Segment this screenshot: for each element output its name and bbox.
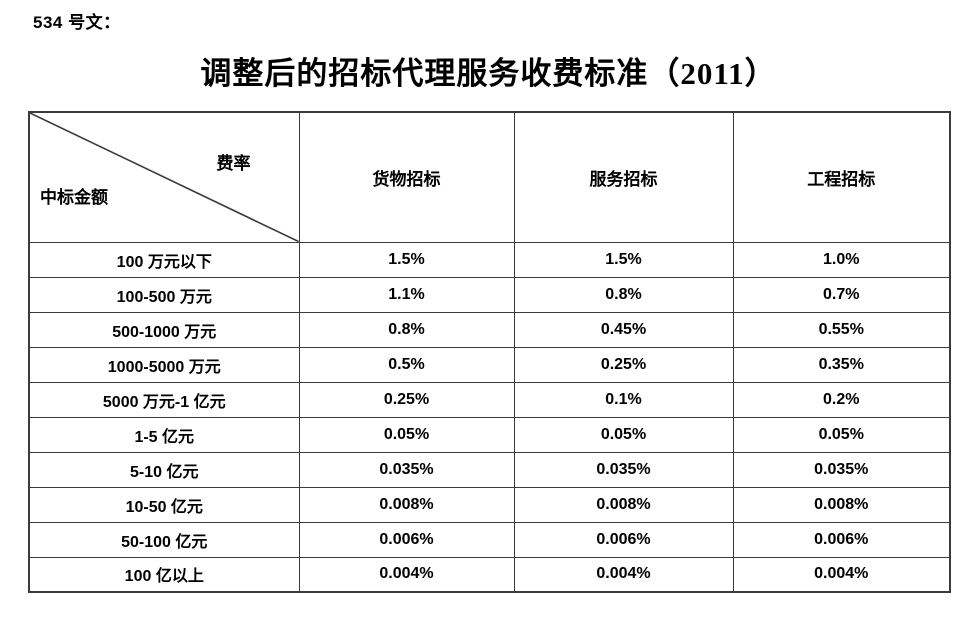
rate-cell-goods: 0.05%: [298, 416, 515, 453]
table-row: 1-5 亿元 0.05% 0.05% 0.05%: [28, 416, 951, 453]
doc-number-label: 534 号文：: [33, 13, 121, 32]
rate-cell-services: 0.25%: [513, 346, 734, 383]
fee-table: 费率 中标金额 货物招标 服务招标 工程招标 100 万元以下 1.5% 1.5…: [28, 111, 951, 593]
table-row: 10-50 亿元 0.008% 0.008% 0.008%: [28, 486, 951, 523]
amount-cell: 100 亿以上: [28, 556, 300, 593]
rate-cell-services: 1.5%: [513, 241, 734, 278]
rate-cell-engineering: 0.05%: [732, 416, 951, 453]
rate-cell-services: 0.035%: [513, 451, 734, 488]
table-row: 1000-5000 万元 0.5% 0.25% 0.35%: [28, 346, 951, 383]
rate-cell-goods: 0.25%: [298, 381, 515, 418]
rate-cell-services: 0.8%: [513, 276, 734, 313]
amount-cell: 10-50 亿元: [28, 486, 300, 523]
rate-cell-goods: 0.5%: [298, 346, 515, 383]
corner-header-cell: 费率 中标金额: [28, 111, 300, 243]
column-header-services-bidding: 服务招标: [513, 111, 734, 243]
rate-cell-goods: 0.035%: [298, 451, 515, 488]
rate-cell-engineering: 0.008%: [732, 486, 951, 523]
table-row: 5-10 亿元 0.035% 0.035% 0.035%: [28, 451, 951, 488]
amount-cell: 500-1000 万元: [28, 311, 300, 348]
rate-cell-engineering: 0.006%: [732, 521, 951, 558]
column-header-goods-bidding: 货物招标: [298, 111, 515, 243]
rate-cell-goods: 0.8%: [298, 311, 515, 348]
rate-cell-engineering: 0.35%: [732, 346, 951, 383]
column-header-engineering-bidding: 工程招标: [732, 111, 951, 243]
corner-label-rate: 费率: [216, 154, 251, 173]
diagonal-divider-line: [30, 113, 299, 242]
rate-cell-engineering: 0.55%: [732, 311, 951, 348]
rate-cell-goods: 0.008%: [298, 486, 515, 523]
table-row: 5000 万元-1 亿元 0.25% 0.1% 0.2%: [28, 381, 951, 418]
table-row: 500-1000 万元 0.8% 0.45% 0.55%: [28, 311, 951, 348]
amount-cell: 1000-5000 万元: [28, 346, 300, 383]
rate-cell-engineering: 0.035%: [732, 451, 951, 488]
corner-label-amount: 中标金额: [40, 188, 108, 207]
amount-cell: 50-100 亿元: [28, 521, 300, 558]
rate-cell-engineering: 1.0%: [732, 241, 951, 278]
rate-cell-goods: 0.004%: [298, 556, 515, 593]
rate-cell-services: 0.05%: [513, 416, 734, 453]
amount-cell: 5000 万元-1 亿元: [28, 381, 300, 418]
header-row: 费率 中标金额 货物招标 服务招标 工程招标: [28, 111, 951, 243]
rate-cell-goods: 1.1%: [298, 276, 515, 313]
rate-cell-services: 0.004%: [513, 556, 734, 593]
table-row: 100-500 万元 1.1% 0.8% 0.7%: [28, 276, 951, 313]
rate-cell-engineering: 0.004%: [732, 556, 951, 593]
table-row: 100 万元以下 1.5% 1.5% 1.0%: [28, 241, 951, 278]
rate-cell-engineering: 0.7%: [732, 276, 951, 313]
amount-cell: 100-500 万元: [28, 276, 300, 313]
rate-cell-services: 0.1%: [513, 381, 734, 418]
rate-cell-goods: 0.006%: [298, 521, 515, 558]
page-title: 调整后的招标代理服务收费标准（2011）: [200, 56, 777, 91]
rate-cell-goods: 1.5%: [298, 241, 515, 278]
amount-cell: 5-10 亿元: [28, 451, 300, 488]
table-row: 100 亿以上 0.004% 0.004% 0.004%: [28, 556, 951, 593]
rate-cell-services: 0.008%: [513, 486, 734, 523]
rate-cell-services: 0.45%: [513, 311, 734, 348]
amount-cell: 100 万元以下: [28, 241, 300, 278]
table-row: 50-100 亿元 0.006% 0.006% 0.006%: [28, 521, 951, 558]
amount-cell: 1-5 亿元: [28, 416, 300, 453]
rate-cell-engineering: 0.2%: [732, 381, 951, 418]
rate-cell-services: 0.006%: [513, 521, 734, 558]
